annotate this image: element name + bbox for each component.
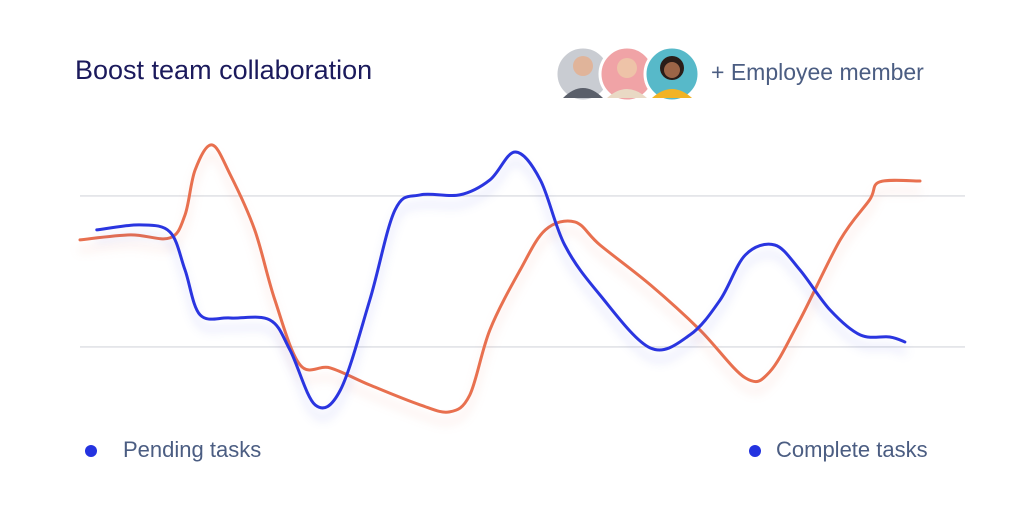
legend-marker xyxy=(749,445,761,457)
legend-marker xyxy=(85,445,97,457)
series-line xyxy=(95,150,907,410)
chart-title: Boost team collaboration xyxy=(75,55,372,85)
avatar-body xyxy=(607,89,647,98)
legend-label: Complete tasks xyxy=(776,437,928,462)
legend-label: Pending tasks xyxy=(123,437,261,462)
series-line xyxy=(78,143,922,414)
avatar-face xyxy=(664,62,680,78)
avatar-face xyxy=(617,58,637,78)
annotation: + Employee member xyxy=(711,59,924,85)
avatar-group xyxy=(554,45,701,103)
avatar-body xyxy=(563,88,603,98)
avatar-body xyxy=(652,89,692,98)
legend-item: Complete tasks xyxy=(749,437,928,462)
avatar-face xyxy=(573,56,593,76)
legend-item: Pending tasks xyxy=(85,437,261,462)
